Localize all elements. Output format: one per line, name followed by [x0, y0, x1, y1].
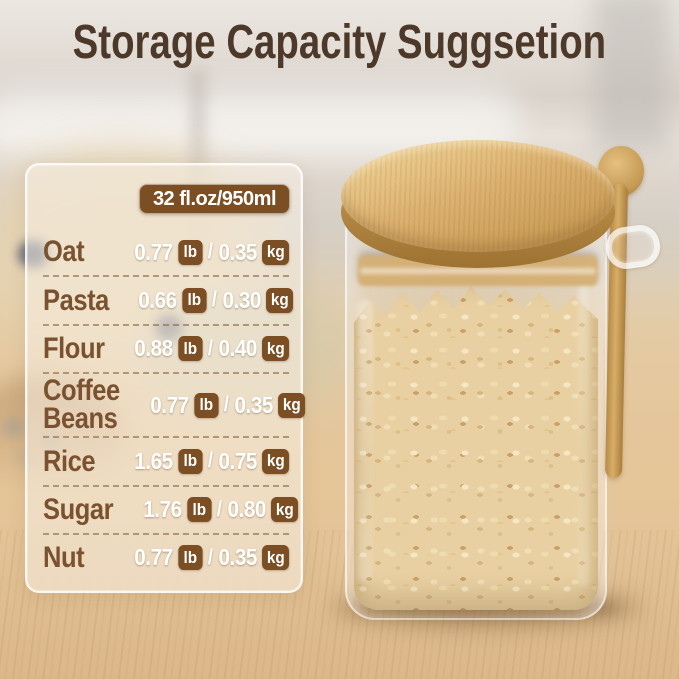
row-label: Coffee Beans [43, 374, 120, 436]
kg-unit-chip: kg [262, 545, 289, 571]
row-label: Oat [43, 235, 85, 269]
row-values: 0.77 lb / 0.35 kg [134, 239, 289, 266]
kg-unit-chip: kg [278, 392, 306, 418]
lb-value: 0.77 [134, 544, 173, 571]
table-row-rice: Rice 1.65 lb / 0.75 kg [43, 438, 289, 487]
glass-rim-reflection [360, 268, 596, 274]
kg-unit-chip: kg [270, 497, 298, 523]
kg-value: 0.30 [222, 286, 261, 313]
kg-value: 0.80 [227, 496, 266, 523]
table-row-sugar: Sugar 1.76 lb / 0.80 kg [43, 487, 298, 535]
lb-unit-chip: lb [181, 287, 206, 313]
glass-reflection [578, 286, 589, 586]
lb-value: 0.88 [134, 335, 173, 362]
kg-unit-chip: kg [265, 287, 293, 313]
table-row-flour: Flour 0.88 lb / 0.40 kg [43, 326, 289, 374]
lb-unit-chip: lb [186, 497, 211, 523]
value-separator: / [207, 336, 213, 360]
page-title: Storage Capacity Suggsetion [0, 10, 679, 74]
row-label: Flour [43, 331, 105, 365]
background-window-frame [594, 0, 670, 150]
kg-value: 0.35 [218, 238, 257, 265]
table-row-nut: Nut 0.77 lb / 0.35 kg [43, 535, 289, 581]
capacity-panel: 32 fl.oz/950ml Oat 0.77 lb / 0.35 kg Pas… [25, 163, 306, 593]
page-title-text: Storage Capacity Suggsetion [72, 15, 607, 69]
table-row-coffee-beans: Coffee Beans 0.77 lb / 0.35 kg [43, 374, 306, 439]
lb-value: 0.77 [150, 391, 190, 418]
lb-unit-chip: lb [177, 336, 203, 362]
kg-value: 0.35 [234, 391, 274, 418]
row-values: 0.77 lb / 0.35 kg [151, 392, 306, 419]
row-values: 1.65 lb / 0.75 kg [134, 448, 289, 475]
row-values: 0.77 lb / 0.35 kg [134, 544, 289, 571]
lb-value: 0.77 [134, 238, 173, 265]
row-values: 0.88 lb / 0.40 kg [134, 335, 289, 362]
kg-value: 0.35 [218, 544, 257, 571]
value-separator: / [216, 497, 222, 521]
row-values: 0.66 lb / 0.30 kg [138, 287, 293, 314]
table-row-oat: Oat 0.77 lb / 0.35 kg [43, 229, 289, 278]
value-separator: / [207, 545, 213, 569]
glass-reflection [358, 300, 373, 582]
lb-unit-chip: lb [177, 448, 203, 474]
row-label: Pasta [43, 283, 109, 317]
value-separator: / [207, 449, 213, 473]
value-separator: / [224, 393, 230, 417]
value-separator: / [211, 288, 217, 312]
kg-value: 0.75 [218, 447, 257, 474]
oats-contents [354, 286, 598, 610]
kg-unit-chip: kg [262, 239, 289, 265]
lb-value: 1.65 [134, 447, 173, 474]
value-separator: / [207, 240, 213, 264]
lb-value: 0.66 [137, 286, 177, 313]
row-label: Nut [43, 541, 85, 575]
capacity-badge: 32 fl.oz/950ml [138, 184, 290, 214]
capacity-table: Oat 0.77 lb / 0.35 kg Pasta 0.66 lb / 0.… [43, 229, 306, 581]
lb-unit-chip: lb [177, 545, 203, 571]
row-label: Sugar [43, 492, 114, 526]
bamboo-lid [341, 140, 615, 252]
row-label: Rice [43, 444, 96, 478]
lb-unit-chip: lb [194, 392, 219, 418]
kg-value: 0.40 [218, 335, 257, 362]
lb-value: 1.76 [142, 496, 182, 523]
kg-unit-chip: kg [262, 336, 289, 362]
table-row-pasta: Pasta 0.66 lb / 0.30 kg [43, 277, 293, 326]
row-values: 1.76 lb / 0.80 kg [143, 496, 298, 523]
lb-unit-chip: lb [177, 239, 203, 265]
kg-unit-chip: kg [262, 448, 289, 474]
